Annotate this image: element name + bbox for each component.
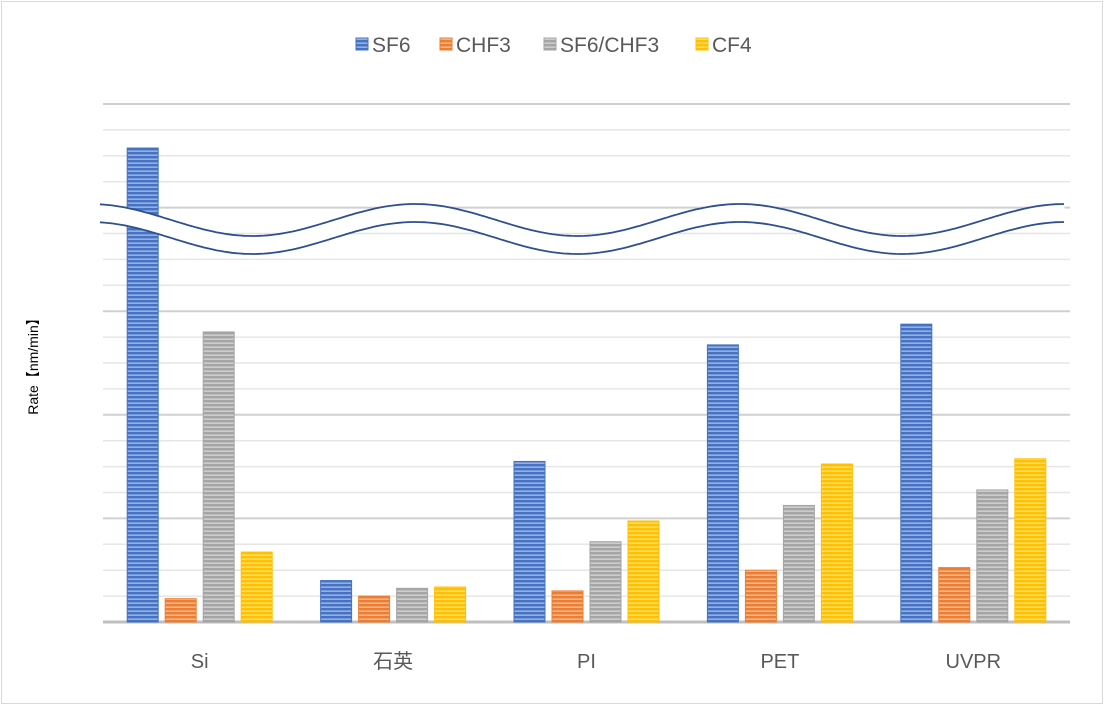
bar-sf6-1 [320, 580, 353, 623]
legend-label: SF6/CHF3 [560, 34, 659, 57]
bar-chf3-3 [744, 569, 777, 623]
bar-chf3-4 [938, 567, 971, 623]
legend-swatch [439, 37, 453, 51]
category-label: PET [760, 651, 799, 673]
break-line-bottom [99, 221, 1065, 255]
y-axis-label: Rate【nm/min】 [25, 311, 41, 414]
bar-sf6-2 [513, 460, 546, 623]
bar-cf4-2 [627, 520, 660, 623]
category-label: UVPR [946, 651, 1002, 673]
bar-cf4-1 [434, 586, 467, 623]
category-label: 石英 [373, 650, 413, 673]
break-line-top [99, 203, 1065, 237]
legend-label: CHF3 [456, 34, 511, 57]
bars [126, 147, 1047, 623]
bar-cf4-0 [240, 551, 273, 623]
legend-swatch [355, 37, 369, 51]
bar-cf4-3 [820, 463, 853, 623]
bar-sf6-4 [900, 323, 933, 623]
bar-sf6-chf3-1 [396, 587, 429, 623]
legend-label: CF4 [712, 34, 752, 57]
bar-sf6-chf3-2 [589, 541, 622, 623]
category-labels: Si 石英 PI PET UVPR [191, 650, 1001, 673]
bar-chf3-0 [164, 598, 197, 623]
bar-sf6-chf3-0 [202, 331, 235, 623]
legend-label: SF6 [372, 34, 411, 57]
bar-chf3-1 [358, 595, 391, 623]
legend: SF6 CHF3 SF6/CHF3 CF4 [355, 34, 752, 57]
bar-cf4-4 [1014, 458, 1047, 623]
category-label: PI [577, 651, 596, 673]
bar-sf6-chf3-4 [976, 489, 1009, 623]
break-band [100, 204, 1066, 254]
bar-sf6-3 [706, 344, 739, 623]
bar-chf3-2 [551, 590, 584, 623]
bar-sf6-chf3-3 [782, 504, 815, 623]
legend-swatch [695, 37, 709, 51]
axis-break-mark [99, 203, 1066, 255]
legend-swatch [543, 37, 557, 51]
category-label: Si [191, 651, 209, 673]
